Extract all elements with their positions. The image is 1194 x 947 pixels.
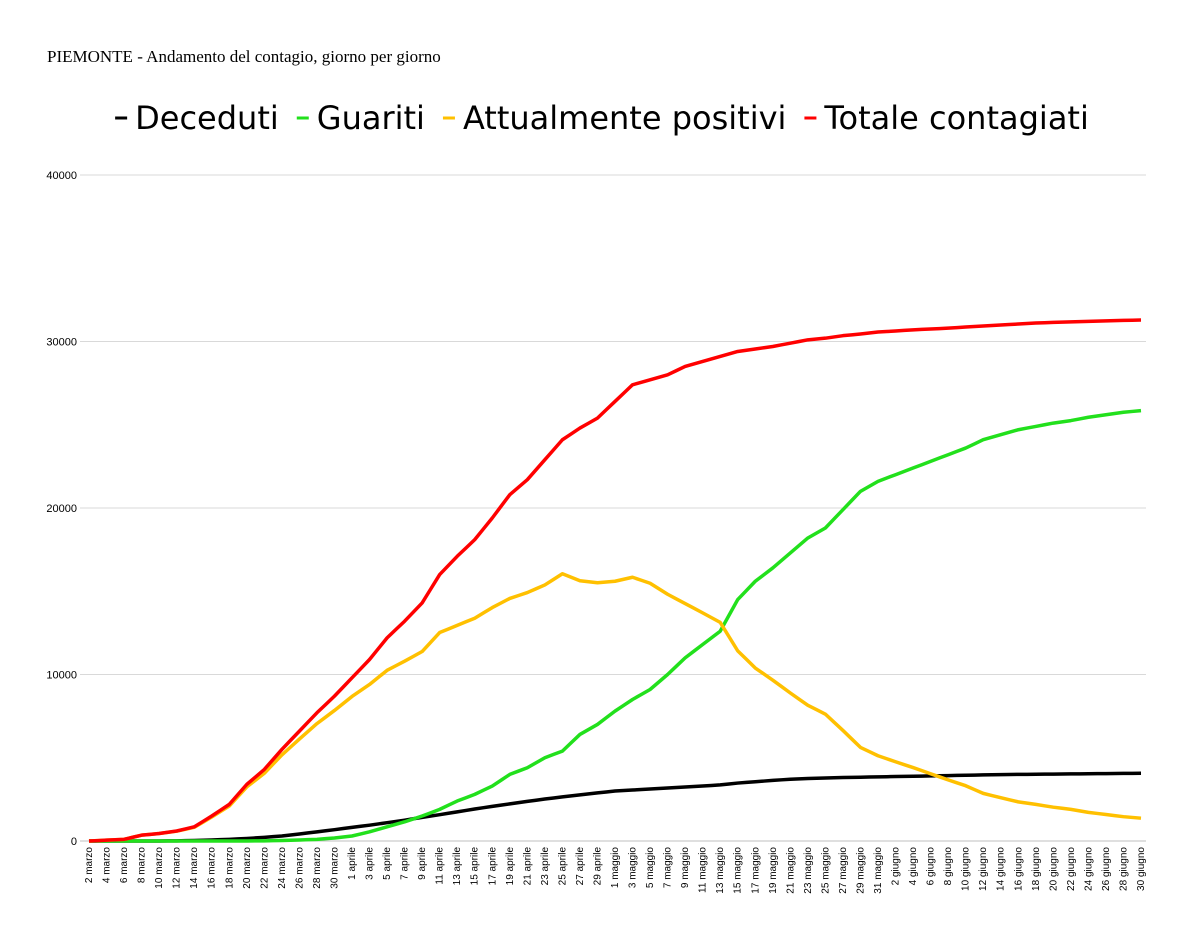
y-tick-label: 0 [71,836,77,848]
x-tick-label: 7 maggio [663,847,674,889]
x-tick-label: 15 maggio [733,847,744,894]
y-tick-label: 40000 [46,170,77,182]
x-tick-label: 2 giugno [891,847,902,886]
x-tick-label: 22 giugno [1066,847,1077,891]
y-tick-label: 10000 [46,670,77,682]
x-tick-label: 18 giugno [1031,847,1042,891]
x-tick-label: 23 maggio [803,847,814,894]
series-line [88,572,1142,843]
series-line [88,318,1142,843]
x-tick-label: 1 maggio [610,847,621,889]
x-tick-label: 9 aprile [417,847,428,880]
x-tick-label: 19 aprile [505,847,516,886]
x-tick-label: 10 marzo [154,847,165,889]
x-tick-label: 17 maggio [750,847,761,894]
x-tick-label: 16 giugno [1013,847,1024,891]
x-tick-label: 21 aprile [522,847,533,886]
x-tick-label: 14 giugno [996,847,1007,891]
legend-label: Guariti [317,99,425,137]
x-tick-label: 27 maggio [838,847,849,894]
x-tick-label: 25 maggio [820,847,831,894]
x-tick-label: 17 aprile [487,847,498,886]
x-tick-label: 1 aprile [347,847,358,880]
x-tick-label: 3 maggio [628,847,639,889]
x-tick-label: 8 giugno [943,847,954,886]
x-tick-label: 11 maggio [698,847,709,893]
x-tick-label: 9 maggio [680,847,691,889]
x-tick-label: 13 aprile [452,847,463,886]
x-tick-label: 29 aprile [592,847,603,886]
x-tick-label: 12 giugno [978,847,989,891]
y-tick-label: 20000 [46,503,77,515]
x-tick-label: 13 maggio [715,847,726,894]
legend-label: Totale contagiati [823,99,1088,137]
x-tick-label: 2 marzo [84,847,95,884]
x-tick-label: 6 giugno [926,847,937,886]
x-tick-label: 10 giugno [961,847,972,891]
x-tick-label: 5 maggio [645,847,656,889]
x-tick-label: 20 giugno [1048,847,1059,891]
x-tick-label: 28 giugno [1118,847,1129,891]
x-tick-label: 7 aprile [400,847,411,880]
series-line [89,408,1142,843]
x-tick-label: 15 aprile [470,847,481,886]
x-tick-label: 5 aprile [382,847,393,880]
x-tick-label: 4 marzo [102,847,113,884]
legend-label: Deceduti [135,99,279,137]
x-tick-label: 28 marzo [312,847,323,889]
x-tick-label: 29 maggio [855,847,866,894]
x-tick-label: 16 marzo [207,847,218,889]
x-tick-label: 11 aprile [435,847,446,885]
x-tick-label: 27 aprile [575,847,586,886]
y-tick-label: 30000 [46,337,77,349]
x-tick-label: 8 marzo [137,847,148,884]
x-tick-label: 21 maggio [785,847,796,894]
x-tick-label: 23 aprile [540,847,551,886]
legend: Deceduti Guariti Attualmente positivi Total… [115,99,1089,137]
series-line [89,771,1142,843]
x-tick-label: 22 marzo [259,847,270,889]
chart-title: PIEMONTE - Andamento del contagio, giorn… [47,47,441,66]
x-tick-label: 4 giugno [908,847,919,886]
x-tick-label: 3 aprile [365,847,376,880]
x-tick-label: 14 marzo [189,847,200,889]
x-tick-label: 19 maggio [768,847,779,894]
x-tick-label: 30 marzo [329,847,340,889]
legend-label: Attualmente positivi [463,99,786,137]
x-tick-label: 31 maggio [873,847,884,894]
x-tick-label: 30 giugno [1136,847,1147,891]
x-tick-label: 12 marzo [172,847,183,889]
x-tick-label: 24 giugno [1083,847,1094,891]
x-tick-label: 20 marzo [242,847,253,889]
x-tick-label: 25 aprile [557,847,568,886]
x-tick-label: 18 marzo [224,847,235,889]
x-tick-label: 26 marzo [294,847,305,889]
x-tick-label: 24 marzo [277,847,288,889]
x-tick-label: 26 giugno [1101,847,1112,891]
x-tick-label: 6 marzo [119,847,130,884]
